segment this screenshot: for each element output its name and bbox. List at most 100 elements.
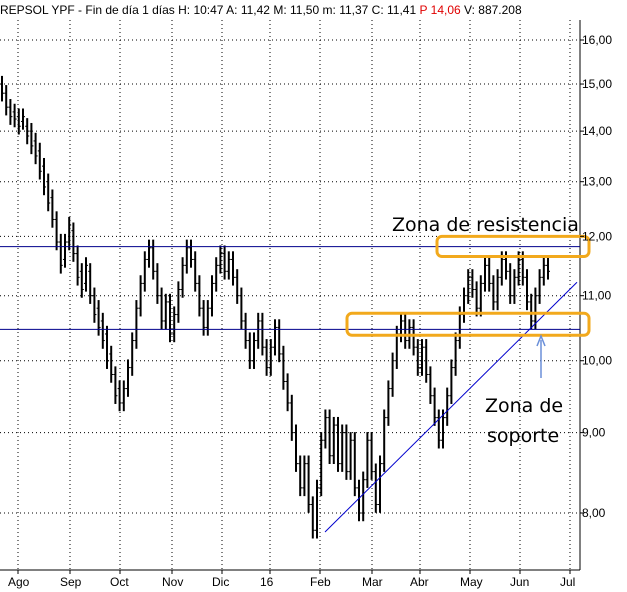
ohlc-bar — [235, 269, 240, 304]
ohlc-bar — [289, 394, 294, 441]
ohlc-bar — [273, 319, 277, 356]
x-tick-label: Abr — [410, 575, 429, 589]
ohlc-bar — [239, 287, 244, 330]
ohlc-bar — [310, 496, 315, 539]
y-tick-label: 10,00 — [582, 354, 612, 368]
zone-box-soporte — [345, 311, 591, 337]
ohlc-bar — [79, 263, 84, 298]
ohlc-bar — [336, 416, 340, 472]
ohlc-bar — [382, 409, 387, 472]
ohlc-bar — [105, 325, 109, 369]
ohlc-bar — [130, 332, 135, 376]
ohlc-bar — [432, 387, 437, 426]
ohlc-bar — [390, 352, 395, 397]
ohlc-bar — [151, 239, 156, 280]
ohlc-bar — [231, 251, 235, 286]
ohlc-bar — [37, 142, 42, 180]
ohlc-bar — [436, 409, 441, 449]
ohlc-bar — [378, 455, 382, 513]
ticker-name: REPSOL YPF — [0, 3, 75, 17]
close-value: 11,41 — [387, 3, 417, 17]
p-label: P — [419, 3, 428, 17]
ohlc-bar — [16, 108, 21, 135]
ohlc-bar — [525, 269, 529, 311]
header-separator: - — [74, 3, 86, 17]
y-tick-label: 13,00 — [582, 175, 612, 189]
high-value: 11,50 — [290, 3, 320, 17]
x-tick-label: Jun — [510, 575, 529, 589]
ohlc-bar — [373, 463, 378, 513]
x-axis-ticks: Ago Sep Oct Nov Dic 16 Feb Mar Abr May Jun Jul — [8, 570, 575, 589]
ohlc-bar — [71, 222, 76, 262]
ohlc-bar — [21, 108, 25, 130]
ohlc-bar — [420, 339, 424, 376]
ohlc-bar — [243, 312, 248, 349]
p-value: 14,06 — [430, 3, 461, 17]
x-tick-label: Dic — [212, 575, 229, 589]
ohlc-bar — [147, 239, 151, 268]
ohlc-bar — [247, 332, 252, 369]
ohlc-bar — [483, 257, 487, 292]
ohlc-bar — [84, 257, 88, 292]
y-tick-label: 12,00 — [582, 229, 612, 243]
ohlc-bar — [449, 359, 454, 404]
period-label: Fin de día 1 días — [85, 3, 175, 17]
ohlc-bar — [75, 245, 80, 286]
ohlc-bar — [361, 471, 366, 522]
close-label: C: — [371, 3, 384, 17]
zone-box-resistencia — [435, 234, 591, 259]
ohlc-bar — [193, 251, 198, 292]
ohlc-bar — [344, 424, 349, 480]
ohlc-bar — [319, 432, 324, 497]
low-value: 11,37 — [339, 3, 369, 17]
ohlc-bar — [541, 257, 546, 286]
ohlc-bar — [327, 409, 332, 464]
ohlc-bar — [159, 287, 164, 330]
y-axis-ticks: 16,00 15,00 14,00 13,00 12,00 11,00 10,00 9,00 8… — [580, 33, 612, 520]
support-annotation-line2: soporte — [487, 425, 559, 447]
ohlc-bar — [214, 257, 219, 292]
ohlc-bar — [176, 281, 181, 323]
x-tick-label: 16 — [260, 575, 274, 589]
ohlc-bar — [348, 432, 353, 480]
ohlc-bar — [441, 409, 445, 449]
ohlc-bar — [386, 380, 391, 426]
ohlc-bar — [252, 332, 256, 369]
ohlc-bar — [512, 269, 517, 304]
ohlc-bar — [113, 366, 118, 404]
trendline — [324, 281, 578, 533]
low-label: m: — [322, 3, 336, 17]
ohlc-bar — [424, 339, 429, 383]
ohlc-bar — [46, 173, 51, 212]
ohlc-bar — [67, 216, 72, 251]
ohlc-bar — [260, 312, 265, 356]
x-tick-label: Jul — [560, 575, 575, 589]
ohlc-bar — [126, 359, 130, 397]
ohlc-bar — [58, 233, 63, 274]
ohlc-bar — [142, 251, 147, 292]
ohlc-bar — [205, 300, 210, 336]
open-label: A: — [226, 3, 238, 17]
ohlc-bar — [369, 432, 374, 480]
x-tick-label: Oct — [110, 575, 129, 589]
ohlc-bar — [403, 312, 408, 349]
resistance-annotation: Zona de resistencia — [392, 214, 579, 236]
chart-header: REPSOL YPF - Fin de día 1 días H: 10:47 … — [0, 0, 600, 20]
ohlc-bar — [201, 300, 206, 336]
ohlc-bar — [331, 416, 336, 464]
x-tick-label: May — [460, 575, 483, 589]
ohlc-bar — [197, 275, 202, 317]
ohlc-bar — [546, 257, 550, 280]
ohlc-bar — [487, 257, 492, 292]
ohlc-bar — [172, 306, 177, 343]
x-tick-label: Nov — [162, 575, 183, 589]
ohlc-bar — [4, 85, 9, 116]
ohlc-bar — [462, 287, 466, 323]
ohlc-bar — [180, 257, 185, 298]
ohlc-bar — [470, 269, 475, 298]
ohlc-bar — [210, 275, 214, 317]
x-tick-label: Ago — [8, 575, 30, 589]
support-annotation-line1: Zona de — [485, 395, 563, 417]
ohlc-bar — [264, 339, 269, 376]
